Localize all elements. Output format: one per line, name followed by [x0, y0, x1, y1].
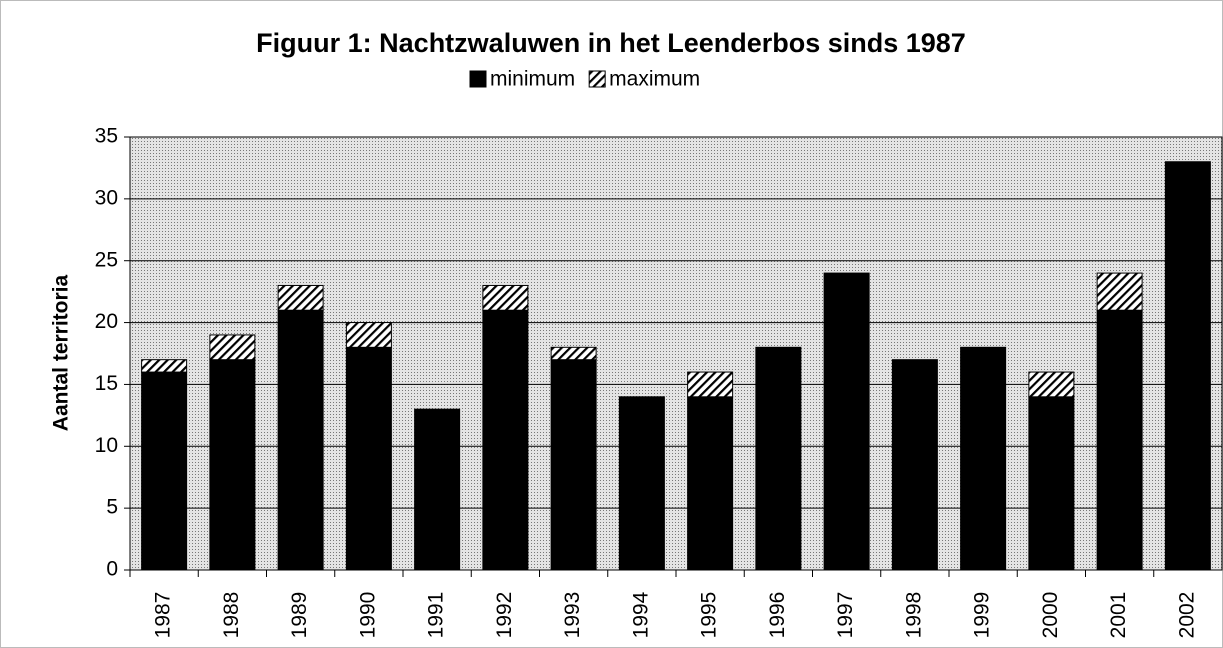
bar-segment	[755, 346, 802, 571]
x-tick-label: 2001	[1107, 592, 1130, 639]
x-tick-label: 1993	[561, 592, 584, 639]
bar-segment	[618, 396, 665, 571]
x-tick-label: 1998	[902, 592, 925, 639]
bar-segment	[550, 346, 597, 361]
x-tick-label: 1995	[698, 592, 721, 639]
bar-segment	[823, 272, 870, 571]
bar-segment	[277, 284, 324, 311]
bar-segment	[482, 284, 529, 311]
bar-segment	[1028, 396, 1075, 571]
x-tick-label: 1991	[425, 592, 448, 639]
x-tick-label: 2002	[1175, 592, 1198, 639]
bar-segment	[550, 359, 597, 571]
bar-segment	[345, 322, 392, 348]
bar-segment	[1164, 161, 1211, 571]
bar-segment	[482, 309, 529, 571]
legend-swatch	[588, 70, 606, 88]
bar-segment	[277, 309, 324, 571]
y-tick-label: 10	[95, 434, 118, 457]
x-tick-label: 1999	[971, 592, 994, 639]
bar-segment	[960, 346, 1007, 571]
x-tick-label: 1992	[493, 592, 516, 639]
y-tick-label: 5	[106, 496, 118, 519]
bar-segment	[209, 334, 256, 361]
bar-segment	[141, 359, 188, 373]
bar-segment	[1096, 309, 1143, 571]
x-tick-label: 1990	[356, 592, 379, 639]
bar-segment	[345, 346, 392, 571]
y-tick-label: 35	[95, 125, 118, 148]
y-tick-label: 0	[106, 558, 118, 581]
bar-segment	[687, 396, 734, 571]
y-axis-label: Aantal territoria	[50, 274, 73, 431]
y-tick-label: 15	[95, 372, 118, 395]
x-tick-label: 1987	[152, 592, 175, 639]
bar-segment	[891, 359, 938, 571]
legend-label: minimum	[490, 68, 575, 91]
legend-label: maximum	[609, 68, 700, 91]
y-tick-label: 30	[95, 186, 118, 209]
bar-segment	[414, 408, 461, 571]
y-tick-label: 20	[95, 310, 118, 333]
bar-segment	[141, 371, 188, 571]
x-tick-label: 2000	[1039, 592, 1062, 639]
x-tick-label: 1988	[220, 592, 243, 639]
bar-segment	[1028, 371, 1075, 398]
x-tick-label: 1997	[834, 592, 857, 639]
legend: minimum maximum	[469, 68, 700, 91]
x-tick-label: 1994	[629, 591, 652, 638]
chart-title: Figuur 1: Nachtzwaluwen in het Leenderbo…	[256, 28, 966, 58]
x-tick-label: 1996	[766, 592, 789, 639]
legend-swatch	[469, 70, 487, 88]
bar-segment	[209, 359, 256, 571]
bar-segment	[1096, 272, 1143, 311]
y-tick-label: 25	[95, 248, 118, 271]
bar-segment	[687, 371, 734, 398]
x-tick-label: 1989	[288, 592, 311, 639]
